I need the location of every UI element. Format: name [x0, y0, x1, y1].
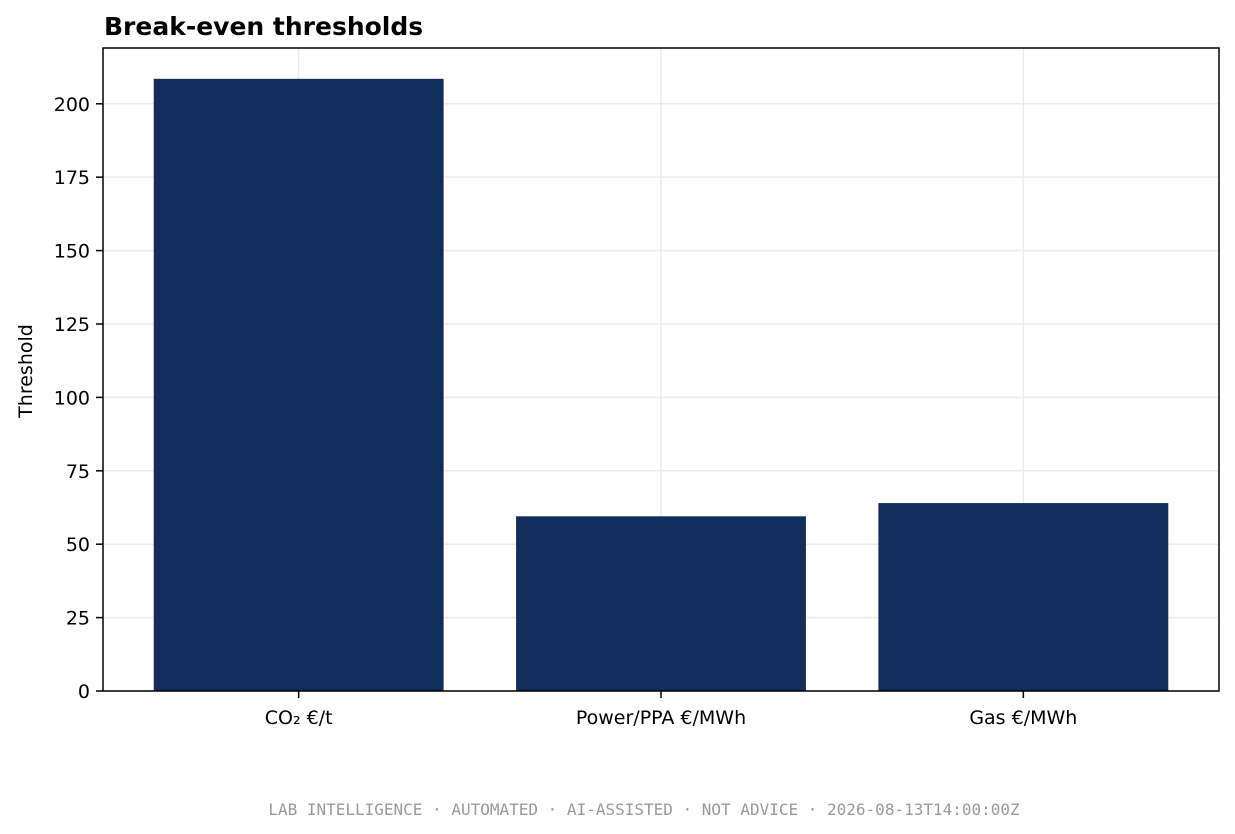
y-tick-label: 200: [54, 94, 90, 116]
y-tick-label: 50: [66, 534, 90, 556]
y-tick-label: 175: [54, 167, 90, 189]
chart-title: Break-even thresholds: [104, 12, 423, 41]
x-tick-label: CO₂ €/t: [265, 707, 333, 729]
x-tick-label: Gas €/MWh: [969, 707, 1077, 729]
y-tick-label: 100: [54, 387, 90, 409]
y-axis-label: Threshold: [15, 324, 37, 419]
y-tick-label: 25: [66, 608, 90, 630]
bar-2: [878, 503, 1169, 691]
footer-disclaimer: LAB INTELLIGENCE · AUTOMATED · AI-ASSIST…: [268, 800, 1020, 819]
y-tick-label: 125: [54, 314, 90, 336]
y-tick-label: 0: [78, 681, 90, 703]
y-tick-label: 150: [54, 241, 90, 263]
bar-1: [516, 516, 806, 691]
ticks-layer: 0 25 50 75 100 125 150 175 200 CO₂ €/t Power/PPA €…: [54, 94, 1078, 729]
bars-layer: [153, 78, 1169, 692]
x-tick-label: Power/PPA €/MWh: [576, 707, 746, 729]
y-tick-label: 75: [66, 461, 90, 483]
bar-0: [153, 78, 444, 692]
